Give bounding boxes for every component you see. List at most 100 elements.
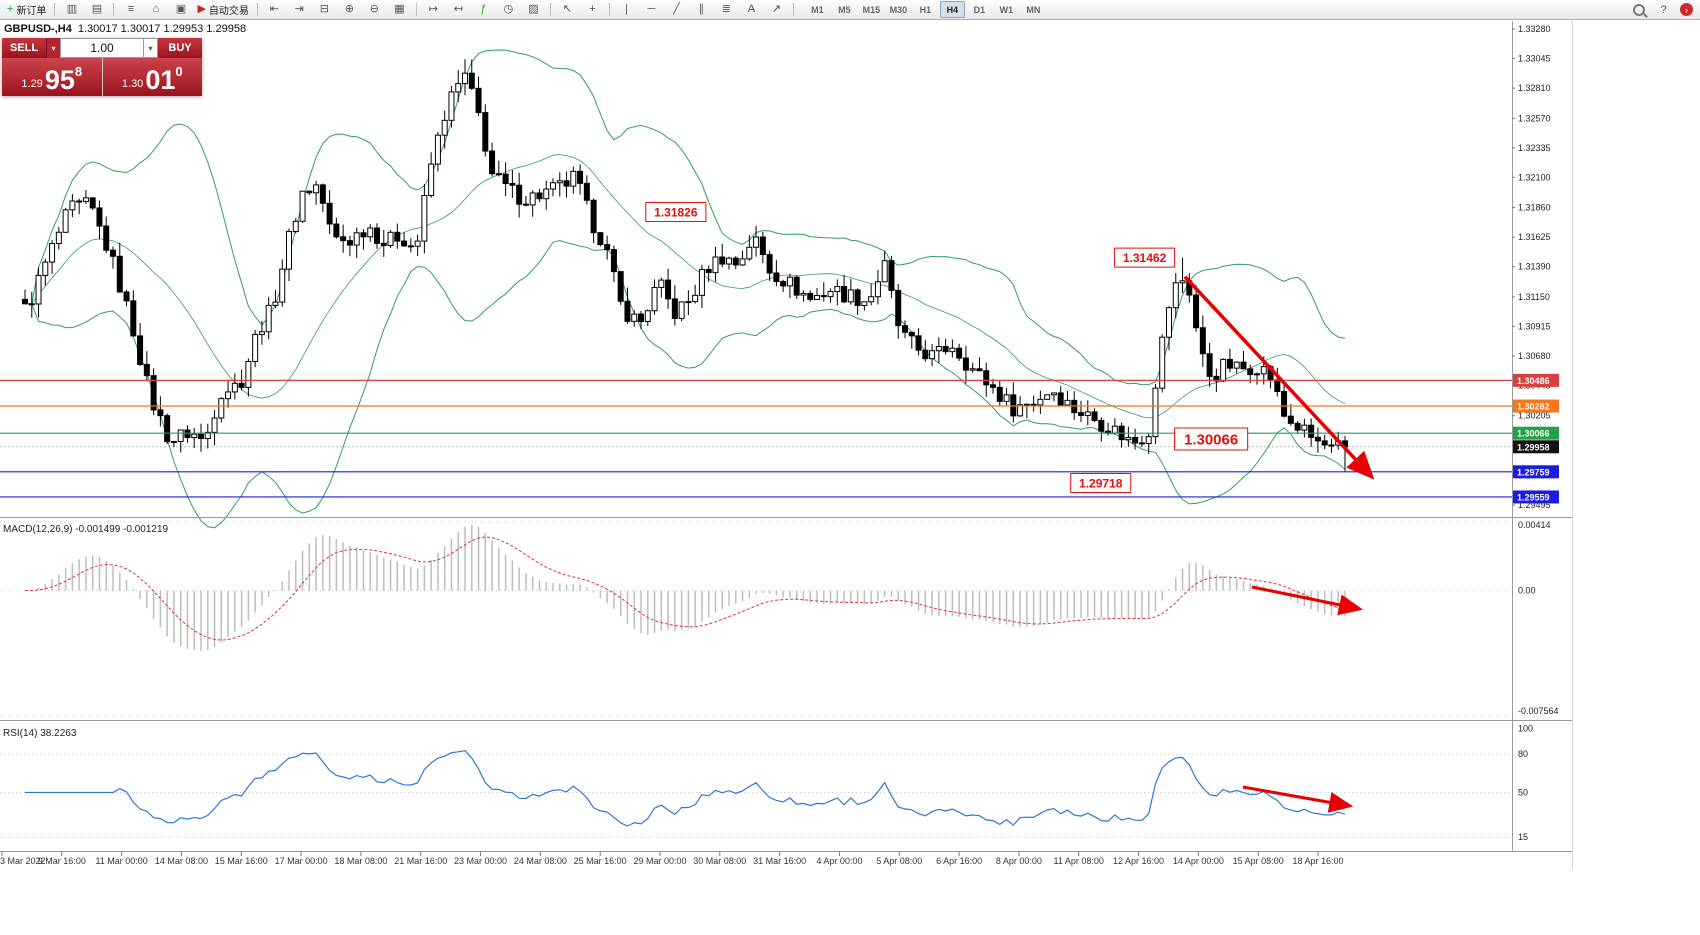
timeframe-mn-button[interactable]: MN (1026, 4, 1041, 15)
toolbar-separator (549, 3, 551, 16)
toolbar-separator (608, 3, 610, 16)
volume-input[interactable]: 1.00 (60, 38, 144, 58)
price-annotation-box[interactable] (1174, 427, 1249, 451)
profiles-icon-glyph: ▤ (91, 3, 103, 15)
timeframe-h1-button[interactable]: H1 (919, 4, 932, 15)
svg-text:14 Apr 00:00: 14 Apr 00:00 (1173, 856, 1224, 866)
crosshair-button[interactable]: + (581, 1, 604, 19)
chart-shift-button[interactable]: ↤ (447, 1, 470, 19)
new-order-button[interactable]: + 新订单 (4, 1, 49, 19)
help-icon[interactable]: ? (1660, 3, 1667, 16)
channel-glyph: ∥ (698, 3, 705, 15)
fibonacci-glyph: ≣ (721, 3, 732, 15)
zoom-in-button[interactable]: ⊕ (338, 1, 361, 19)
bollinger-bands (24, 49, 1346, 529)
svg-text:1.30680: 1.30680 (1518, 351, 1551, 361)
arrows-button[interactable]: ↗ (765, 1, 788, 19)
svg-text:50: 50 (1518, 787, 1528, 797)
buy-price-display[interactable]: 1.30 01 0 (101, 58, 203, 96)
indicators-glyph: ƒ (480, 3, 487, 15)
trend-arrow[interactable] (1183, 275, 1375, 480)
fibonacci-button[interactable]: ≣ (715, 1, 738, 19)
timeframe-m5-button[interactable]: M5 (838, 4, 851, 15)
sell-price-display[interactable]: 1.29 95 8 (2, 58, 102, 96)
align-bottom-icon[interactable]: ⇥ (288, 1, 311, 19)
price-axis[interactable]: 1.33280 1.33045 1.32810 1.32570 1.32335 1.321… (0, 21, 1573, 870)
autotrading-button[interactable]: ▶ 自动交易 (194, 1, 251, 19)
timeframe-h4-button[interactable]: H4 (939, 1, 965, 18)
zoom-out-button[interactable]: ⊖ (363, 1, 386, 19)
price-annotation-box[interactable] (1070, 472, 1132, 493)
sell-button[interactable]: SELL (2, 38, 46, 58)
trend-arrow[interactable] (1251, 585, 1363, 616)
svg-text:3 Mar 2022: 3 Mar 2022 (0, 856, 46, 866)
svg-text:1.30066: 1.30066 (1517, 429, 1550, 439)
svg-text:15 Mar 16:00: 15 Mar 16:00 (215, 856, 268, 866)
svg-text:1.29759: 1.29759 (1517, 467, 1550, 477)
profiles-icon[interactable]: ▤ (85, 1, 108, 19)
svg-text:1.32335: 1.32335 (1518, 143, 1551, 153)
auto-scroll-button[interactable]: ↦ (422, 1, 445, 19)
market-watch-icon[interactable]: ≡ (119, 1, 142, 19)
svg-text:0.00414: 0.00414 (1518, 520, 1551, 530)
price-annotation-box[interactable] (1114, 247, 1176, 268)
horizontal-line-glyph: ─ (647, 3, 656, 15)
search-icon[interactable] (1633, 3, 1645, 16)
volume-dropdown-icon[interactable]: ▾ (144, 38, 158, 58)
svg-text:11 Mar 00:00: 11 Mar 00:00 (95, 856, 147, 866)
sell-price-sup: 8 (74, 64, 83, 79)
templates-button[interactable]: ▨ (522, 1, 545, 19)
tile-windows-icon[interactable]: ▦ (388, 1, 411, 19)
price-annotation-box[interactable] (645, 201, 707, 222)
arrange-windows-icon-glyph: ⊟ (319, 3, 330, 15)
timeframe-d1-button[interactable]: D1 (973, 4, 986, 15)
annotations: 1.31826 1.31462 1.30066 1.29718 (645, 201, 1375, 813)
buy-price-big: 01 (145, 65, 176, 95)
svg-text:30 Mar 08:00: 30 Mar 08:00 (693, 856, 746, 866)
svg-text:4 Apr 00:00: 4 Apr 00:00 (816, 856, 862, 866)
bollinger-lower-band (24, 239, 1346, 529)
horizontal-lines[interactable] (0, 379, 1512, 498)
timeframe-m1-button[interactable]: M1 (811, 4, 824, 15)
svg-text:1.32570: 1.32570 (1518, 113, 1551, 123)
timeframe-m30-button[interactable]: M30 (889, 4, 908, 15)
timeframe-w1-button[interactable]: W1 (999, 4, 1014, 15)
sell-dropdown-icon[interactable]: ▾ (46, 38, 60, 58)
align-top-icon[interactable]: ⇤ (263, 1, 286, 19)
svg-text:15: 15 (1518, 832, 1528, 842)
svg-text:1.32810: 1.32810 (1518, 83, 1551, 93)
periods-button[interactable]: ◷ (497, 1, 520, 19)
text-button[interactable]: A (740, 1, 763, 19)
toolbar-right-group: ? › (1627, 1, 1697, 19)
svg-text:18 Mar 08:00: 18 Mar 08:00 (334, 856, 387, 866)
terminal-icon[interactable]: ▣ (169, 1, 192, 19)
charts-bar-icon-glyph: ▥ (66, 3, 78, 15)
svg-text:21 Mar 16:00: 21 Mar 16:00 (394, 856, 447, 866)
channel-button[interactable]: ∥ (690, 1, 713, 19)
autotrading-button-label: 自动交易 (208, 6, 249, 17)
svg-text:17 Mar 00:00: 17 Mar 00:00 (275, 856, 328, 866)
buy-button[interactable]: BUY (158, 38, 202, 58)
indicators-button[interactable]: ƒ (472, 1, 495, 19)
timeframe-m15-button[interactable]: M15 (862, 4, 881, 15)
svg-text:-0.007564: -0.007564 (1518, 706, 1559, 716)
templates-glyph: ▨ (528, 3, 539, 15)
charts-bar-icon[interactable]: ▥ (60, 1, 83, 19)
vertical-line-button[interactable]: | (615, 1, 638, 19)
align-bottom-icon-glyph: ⇥ (294, 3, 305, 15)
toolbar-separator (415, 3, 417, 16)
svg-text:80: 80 (1518, 749, 1528, 759)
arrange-windows-icon[interactable]: ⊟ (313, 1, 336, 19)
grid-lines (0, 446, 1512, 838)
svg-text:14 Mar 08:00: 14 Mar 08:00 (155, 856, 208, 866)
trend-arrow[interactable] (1242, 785, 1354, 813)
navigator-icon[interactable]: ⌂ (144, 1, 167, 19)
cursor-button[interactable]: ↖ (556, 1, 579, 19)
svg-text:11 Apr 08:00: 11 Apr 08:00 (1054, 856, 1104, 866)
svg-text:8 Apr 00:00: 8 Apr 00:00 (996, 856, 1042, 866)
horizontal-line-button[interactable]: ─ (640, 1, 663, 19)
community-icon[interactable]: › (1680, 3, 1693, 16)
trendline-button[interactable]: ╱ (665, 1, 688, 19)
